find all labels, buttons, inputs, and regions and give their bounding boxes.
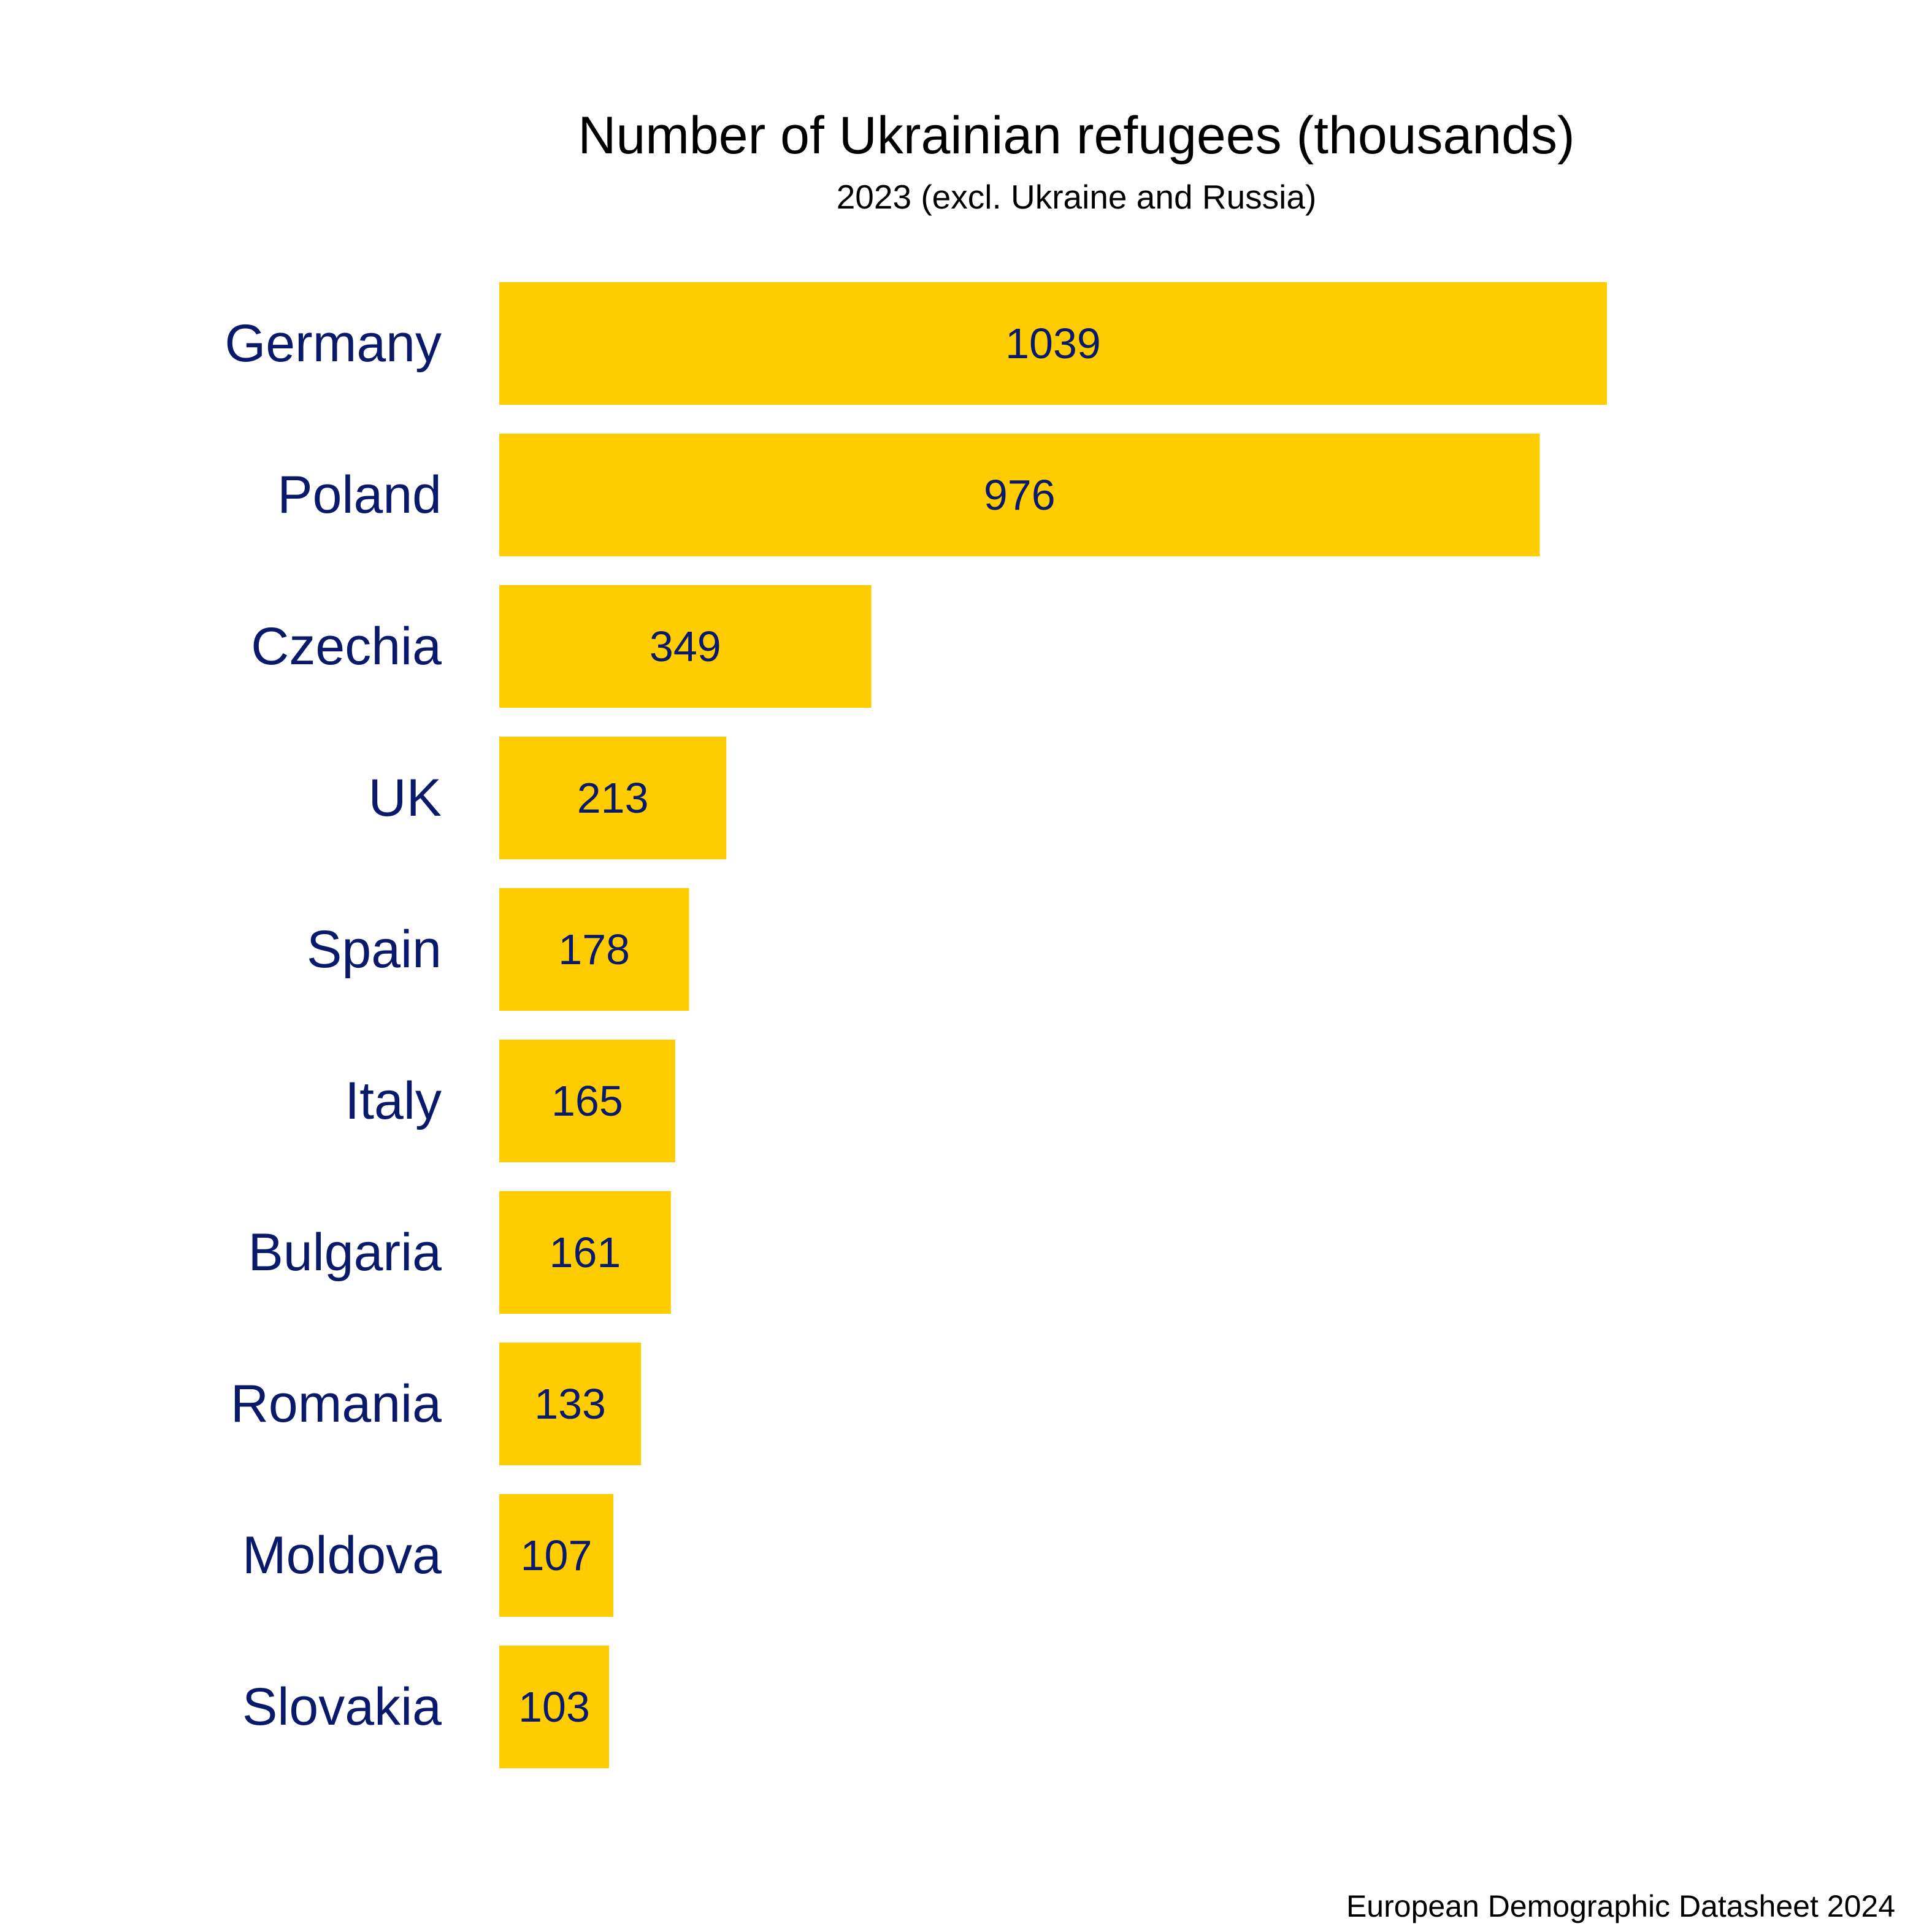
source-note: European Demographic Datasheet 2024 (1346, 1889, 1895, 1923)
bar-germany (499, 282, 1607, 405)
bar-czechia (499, 585, 872, 708)
category-label-poland: Poland (277, 466, 442, 524)
category-label-romania: Romania (231, 1374, 442, 1433)
value-label-romania: 133 (534, 1380, 606, 1428)
category-labels-group: Germany Poland Czechia UK Spain Italy Bulgaria… (224, 314, 442, 1736)
category-label-moldova: Moldova (242, 1526, 442, 1585)
value-label-spain: 178 (558, 926, 630, 973)
category-label-slovakia: Slovakia (242, 1677, 442, 1736)
bar-moldova (499, 1494, 613, 1617)
bars-group (499, 282, 1607, 1768)
value-label-czechia: 349 (650, 623, 721, 670)
value-label-uk: 213 (577, 774, 649, 822)
chart-subtitle: 2023 (excl. Ukraine and Russia) (837, 178, 1317, 216)
value-label-moldova: 107 (521, 1531, 592, 1579)
value-label-slovakia: 103 (518, 1683, 590, 1731)
bar-romania (499, 1343, 642, 1465)
value-label-germany: 1039 (1005, 320, 1101, 367)
value-labels-group: 1039 976 349 213 178 165 161 133 107 103 (518, 320, 1101, 1731)
category-label-bulgaria: Bulgaria (248, 1223, 442, 1282)
category-label-italy: Italy (345, 1071, 442, 1130)
value-label-bulgaria: 161 (550, 1229, 621, 1276)
bar-slovakia (499, 1646, 610, 1768)
bar-uk (499, 737, 727, 859)
bar-bulgaria (499, 1191, 671, 1314)
value-label-poland: 976 (984, 471, 1056, 519)
category-label-czechia: Czechia (251, 617, 442, 676)
bar-poland (499, 434, 1540, 556)
value-label-italy: 165 (551, 1077, 623, 1125)
category-label-uk: UK (369, 769, 442, 827)
chart-title: Number of Ukrainian refugees (thousands) (578, 106, 1574, 165)
category-label-germany: Germany (224, 314, 442, 373)
bar-italy (499, 1040, 675, 1162)
bar-spain (499, 888, 689, 1011)
category-label-spain: Spain (307, 920, 442, 979)
